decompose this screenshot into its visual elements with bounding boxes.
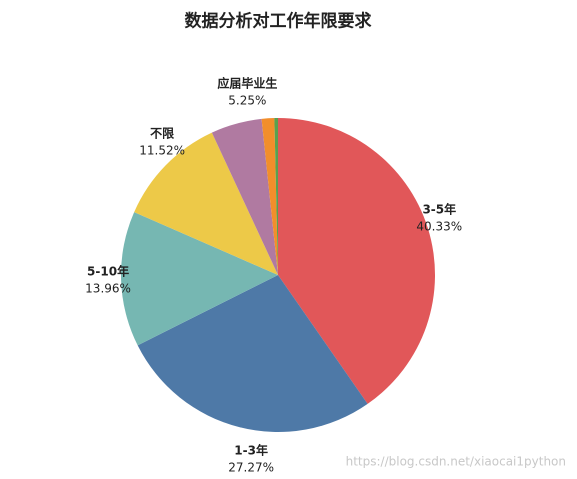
slice-label: 5-10年 <box>87 264 129 279</box>
slice-value: 13.96% <box>85 282 131 296</box>
pie-slice <box>211 118 278 276</box>
slice-label: 1-3年 <box>234 443 268 458</box>
pie-slice <box>120 212 278 346</box>
chart-title: 数据分析对工作年限要求 <box>185 11 372 32</box>
pie-slice <box>278 118 435 404</box>
slice-value: 40.33% <box>416 220 462 234</box>
watermark: https://blog.csdn.net/xiaocai1python <box>346 455 566 469</box>
pie-slice <box>137 275 368 432</box>
slice-label: 3-5年 <box>422 202 456 217</box>
pie-slice <box>274 118 278 275</box>
pie-slice <box>134 132 278 275</box>
pie-slice <box>261 118 278 276</box>
slice-value: 27.27% <box>228 461 274 475</box>
slice-label: 不限 <box>150 126 174 141</box>
slice-value: 11.52% <box>139 144 185 158</box>
slice-label: 应届毕业生 <box>217 75 277 90</box>
slice-value: 5.25% <box>228 93 266 107</box>
